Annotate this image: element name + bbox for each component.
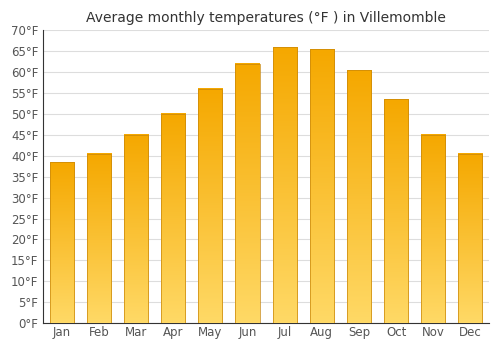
Bar [198,89,222,323]
Bar [124,135,148,323]
Bar [272,47,296,323]
Bar [87,154,111,323]
Bar [384,99,408,323]
Title: Average monthly temperatures (°F ) in Villemomble: Average monthly temperatures (°F ) in Vi… [86,11,446,25]
Bar [347,70,371,323]
Bar [421,135,446,323]
Bar [161,114,186,323]
Bar [458,154,482,323]
Bar [236,64,260,323]
Bar [310,49,334,323]
Bar [50,162,74,323]
